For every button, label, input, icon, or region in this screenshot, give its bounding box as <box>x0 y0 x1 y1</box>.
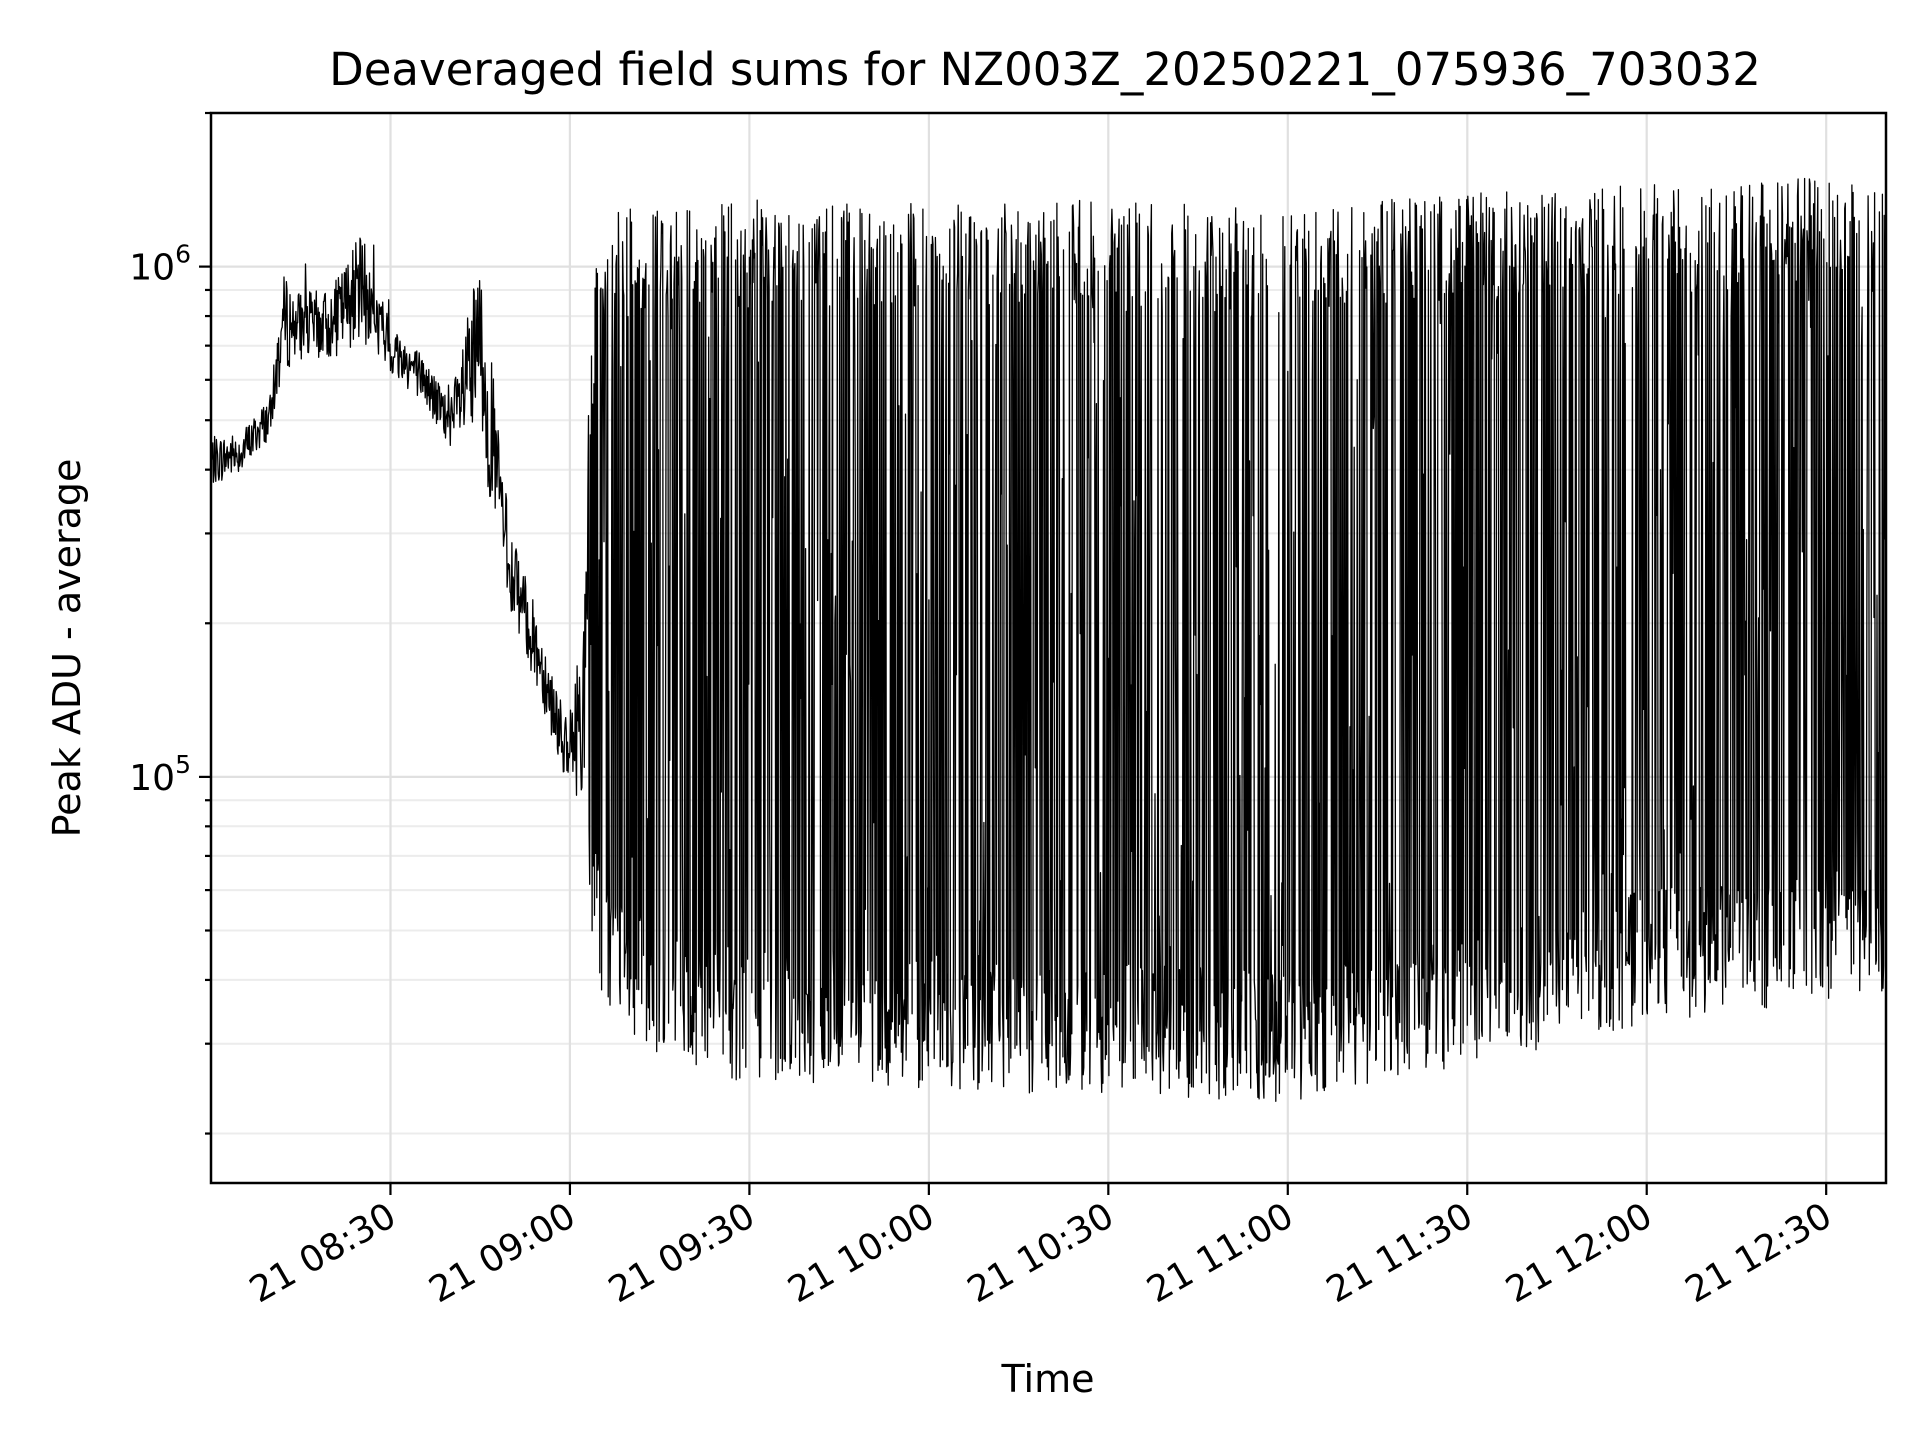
series-layer <box>210 177 1887 1102</box>
data-series-line <box>210 177 1887 1102</box>
y-axis: 105 106 <box>129 111 211 1135</box>
y-tick-label: 106 <box>129 240 191 289</box>
y-axis-label: Peak ADU - average <box>45 459 89 838</box>
y-tick-label: 105 <box>129 750 191 799</box>
chart-title: Deaveraged field sums for NZ003Z_2025022… <box>329 43 1761 96</box>
plot-frame <box>209 111 1888 1185</box>
x-axis-label: Time <box>1001 1357 1095 1401</box>
